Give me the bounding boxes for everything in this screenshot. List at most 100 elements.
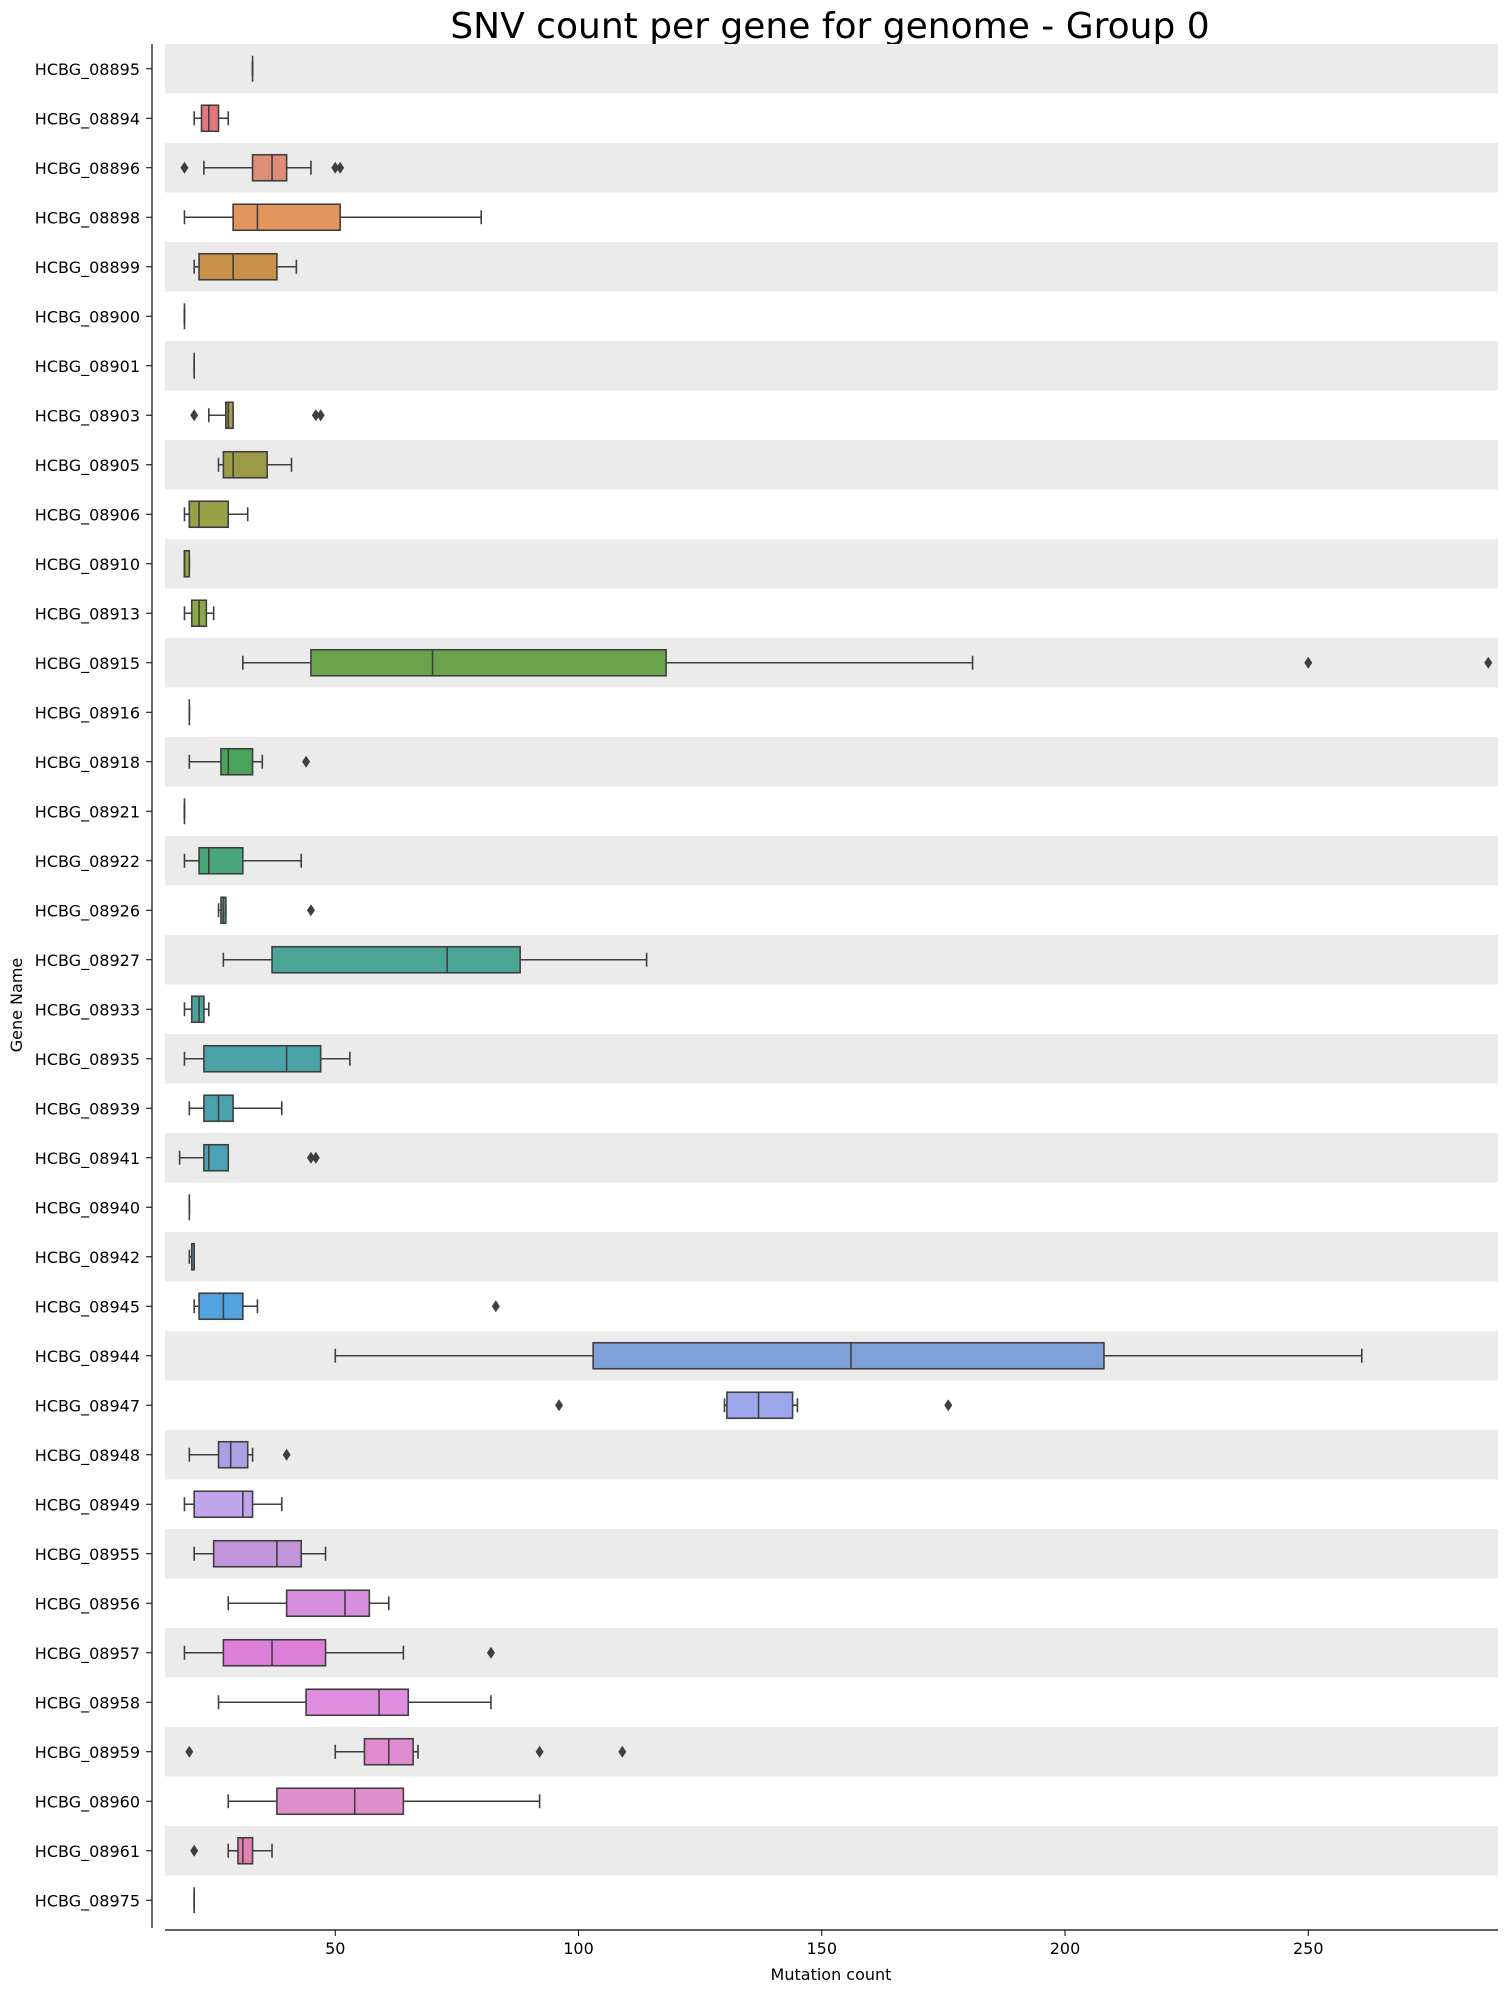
box-hcbg_08939	[188, 1094, 283, 1123]
iqr-box	[271, 945, 521, 974]
y-tick-label: HCBG_08959	[35, 1743, 140, 1763]
y-tick-label: HCBG_08916	[35, 703, 140, 723]
row-band	[165, 1133, 1498, 1183]
y-tick-label: HCBG_08941	[35, 1149, 140, 1169]
box-hcbg_08910	[183, 549, 191, 578]
iqr-box	[222, 450, 268, 479]
iqr-box	[232, 203, 341, 232]
row-band	[165, 44, 1498, 94]
row-bands	[165, 44, 1498, 1876]
row-band	[165, 836, 1498, 886]
iqr-box	[212, 1539, 303, 1568]
outlier-point	[1484, 656, 1493, 669]
box-hcbg_08956	[227, 1589, 390, 1618]
iqr-box	[198, 252, 278, 281]
iqr-box	[203, 1143, 230, 1172]
outlier-point	[1304, 656, 1313, 669]
y-tick-labels: HCBG_08895 HCBG_08894 HCBG_08896 HCBG_08898…	[35, 60, 152, 1911]
y-tick-label: HCBG_08975	[35, 1891, 140, 1911]
row-band	[165, 242, 1498, 292]
box-hcbg_08896	[180, 153, 345, 182]
outlier-point	[311, 1151, 320, 1164]
x-tick-label: 150	[806, 1939, 837, 1958]
iqr-box	[285, 1589, 371, 1618]
iqr-box	[305, 1688, 410, 1717]
box-hcbg_08948	[188, 1440, 291, 1469]
outlier-point	[944, 1399, 953, 1412]
box-hcbg_08905	[217, 450, 293, 479]
y-tick-label: HCBG_08927	[35, 951, 140, 971]
y-tick-label: HCBG_08921	[35, 802, 140, 822]
y-tick-label: HCBG_08906	[35, 505, 140, 525]
row-band	[165, 1430, 1498, 1480]
outlier-point	[311, 409, 320, 422]
box-hcbg_08947	[555, 1391, 953, 1420]
iqr-box	[217, 1440, 249, 1469]
box-hcbg_08894	[193, 104, 230, 133]
row-band	[165, 737, 1498, 787]
iqr-box	[188, 500, 230, 529]
y-tick-label: HCBG_08915	[35, 654, 140, 674]
y-tick-label: HCBG_08910	[35, 555, 140, 575]
y-tick-label: HCBG_08905	[35, 456, 140, 476]
y-tick-label: HCBG_08896	[35, 159, 140, 179]
y-tick-label: HCBG_08961	[35, 1842, 140, 1862]
y-tick-label: HCBG_08940	[35, 1198, 140, 1218]
box-hcbg_08960	[227, 1787, 541, 1816]
iqr-box	[203, 1044, 322, 1073]
box-hcbg_08906	[183, 500, 249, 529]
y-tick-label: HCBG_08895	[35, 60, 140, 80]
outlier-point	[316, 409, 325, 422]
iqr-box	[237, 1836, 254, 1865]
box-hcbg_08913	[183, 599, 215, 628]
outlier-point	[190, 409, 199, 422]
y-tick-label: HCBG_08898	[35, 208, 140, 228]
box-hcbg_08957	[183, 1638, 495, 1667]
y-tick-label: HCBG_08960	[35, 1792, 140, 1812]
outlier-point	[180, 161, 189, 174]
iqr-box	[198, 1292, 244, 1321]
box-hcbg_08915	[242, 648, 1493, 677]
row-band	[165, 1826, 1498, 1876]
y-tick-label: HCBG_08918	[35, 753, 140, 773]
row-band	[165, 1034, 1498, 1084]
iqr-box	[198, 846, 244, 875]
iqr-box	[222, 1638, 327, 1667]
y-tick-label: HCBG_08944	[35, 1347, 140, 1367]
outlier-point	[306, 1151, 315, 1164]
chart-title: SNV count per gene for genome - Group 0	[450, 6, 1209, 47]
x-tick-label: 50	[325, 1939, 345, 1958]
iqr-box	[190, 995, 205, 1024]
y-tick-label: HCBG_08948	[35, 1446, 140, 1466]
iqr-box	[726, 1391, 794, 1420]
box-hcbg_08949	[183, 1490, 283, 1519]
box-hcbg_08945	[193, 1292, 500, 1321]
y-tick-label: HCBG_08955	[35, 1545, 140, 1565]
box-hcbg_08958	[217, 1688, 492, 1717]
y-axis-label: Gene Name	[7, 958, 26, 1053]
outlier-point	[331, 161, 340, 174]
y-tick-label: HCBG_08958	[35, 1693, 140, 1713]
x-tick-label: 250	[1293, 1939, 1324, 1958]
iqr-box	[251, 153, 288, 182]
y-tick-label: HCBG_08956	[35, 1594, 140, 1614]
y-tick-label: HCBG_08913	[35, 604, 140, 624]
outlier-point	[336, 161, 345, 174]
box-hcbg_08933	[183, 995, 210, 1024]
iqr-box	[193, 1490, 254, 1519]
row-band	[165, 1529, 1498, 1579]
row-band	[165, 143, 1498, 193]
box-hcbg_08944	[334, 1341, 1363, 1370]
iqr-box	[225, 401, 234, 430]
box-hcbg_08926	[217, 896, 315, 925]
outlier-point	[190, 1844, 199, 1857]
x-axis-label: Mutation count	[771, 1965, 892, 1984]
y-tick-label: HCBG_08901	[35, 357, 140, 377]
outlier-point	[491, 1300, 500, 1313]
row-band	[165, 440, 1498, 490]
outlier-point	[185, 1745, 194, 1758]
outlier-point	[306, 904, 315, 917]
iqr-box	[592, 1341, 1105, 1370]
y-tick-label: HCBG_08900	[35, 307, 140, 327]
